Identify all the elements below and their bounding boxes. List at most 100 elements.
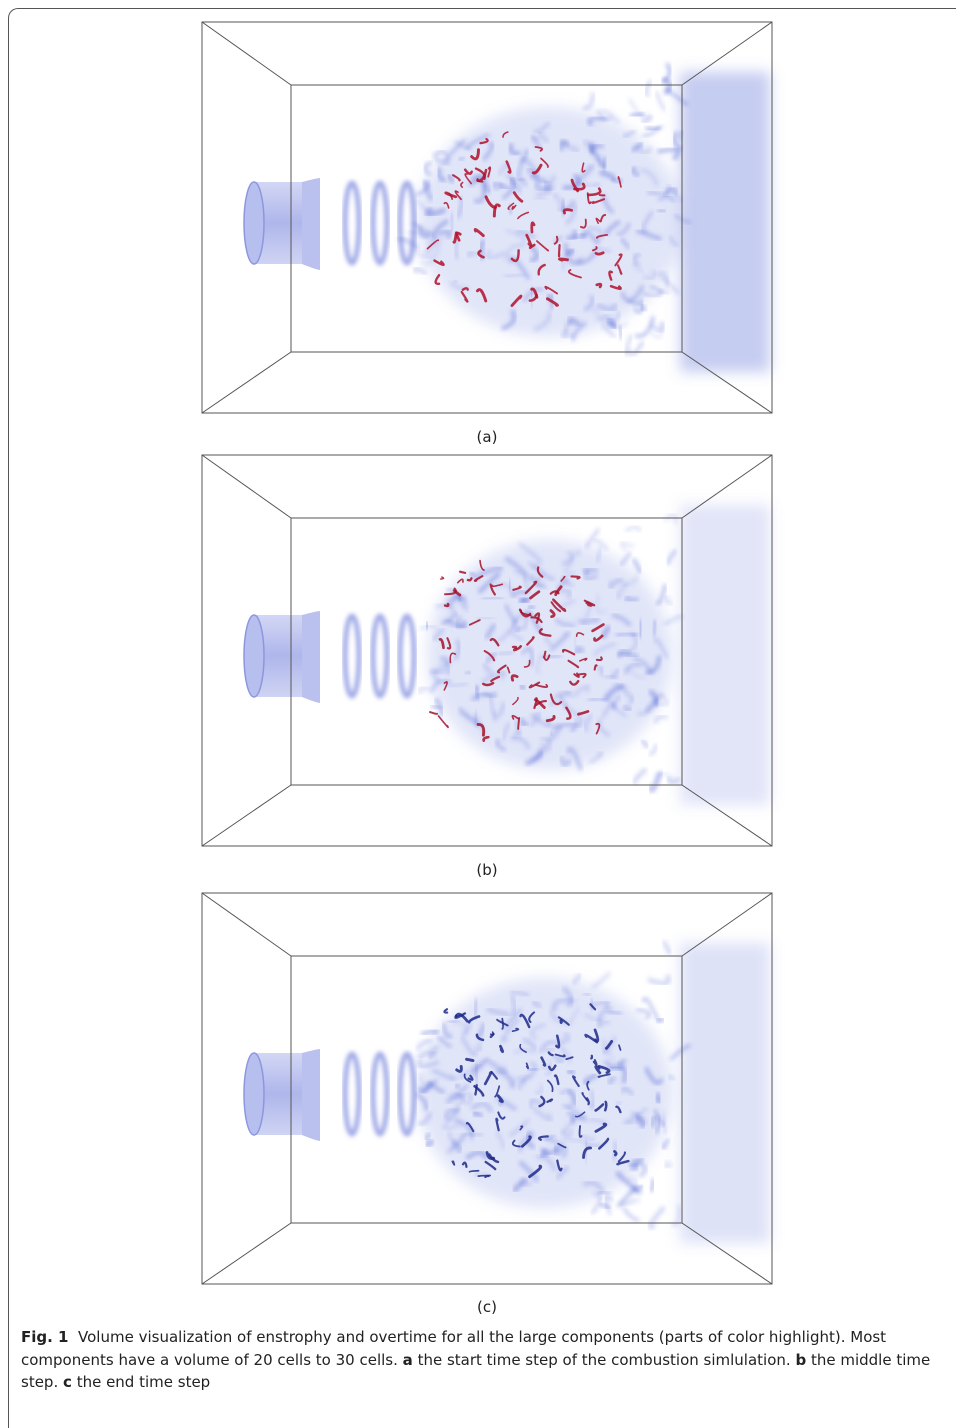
vortex-wisp xyxy=(425,163,431,175)
vortex-wisp xyxy=(575,636,576,647)
inlet-flare xyxy=(302,1049,320,1141)
box-edge xyxy=(202,455,291,518)
inlet-end xyxy=(244,1053,264,1135)
highlight-component xyxy=(478,1175,490,1176)
vortex-wisp xyxy=(624,1207,640,1220)
vortex-wisp xyxy=(568,1071,574,1074)
box-edge xyxy=(202,352,291,413)
panel-label: (b) xyxy=(457,861,517,879)
vortex-ring xyxy=(373,1054,387,1134)
vortex-ring xyxy=(400,616,414,696)
vortex-wisp xyxy=(650,1179,653,1192)
vortex-ring xyxy=(373,183,387,263)
vortex-wisp xyxy=(534,198,547,199)
volume-panel xyxy=(202,893,772,1284)
vortex-wisp xyxy=(482,597,503,598)
vortex-wisp xyxy=(663,941,669,953)
vortex-wisp xyxy=(657,210,664,212)
vortex-wisp xyxy=(669,1074,674,1079)
vortex-wisp xyxy=(672,1205,680,1225)
highlight-component xyxy=(467,1059,473,1060)
vortex-wisp xyxy=(630,113,643,116)
vortex-wisp xyxy=(509,579,510,589)
vortex-wisp xyxy=(656,1093,659,1102)
highlight-component xyxy=(444,1009,447,1012)
panel-label: (c) xyxy=(457,1298,517,1316)
vortex-wisp xyxy=(592,973,610,988)
vortex-wisp xyxy=(662,63,669,82)
vortex-wisp xyxy=(640,620,641,638)
highlight-component xyxy=(559,259,567,260)
vortex-wisp xyxy=(427,1140,433,1145)
box-edge xyxy=(202,893,291,956)
vortex-wisp xyxy=(420,688,429,694)
vortex-wisp xyxy=(665,515,676,523)
vortex-wisp xyxy=(635,316,653,336)
vortex-wisp xyxy=(657,93,665,111)
vortex-wisp xyxy=(606,1196,613,1215)
vortex-wisp xyxy=(650,744,656,755)
vortex-wisp xyxy=(646,80,651,95)
caption-key: b xyxy=(795,1351,806,1369)
caption-item: the start time step of the combustion si… xyxy=(418,1351,791,1369)
inlet-end xyxy=(244,182,264,264)
vortex-wisp xyxy=(415,268,426,273)
box-edge xyxy=(202,1223,291,1284)
vortex-wisp xyxy=(619,326,621,339)
page: (a) (b) (c) Fig. 1 Volume visualization … xyxy=(0,0,956,1417)
vortex-wisp xyxy=(621,543,634,550)
highlight-component xyxy=(559,245,560,256)
inlet-flare xyxy=(302,611,320,703)
highlight-component xyxy=(441,577,444,579)
inlet-end xyxy=(244,615,264,697)
vortex-wisp xyxy=(437,151,447,155)
vortex-wisp xyxy=(657,584,665,603)
volume-panel xyxy=(202,22,772,413)
volume-panel xyxy=(202,455,772,846)
vortex-wisp xyxy=(642,741,648,748)
panel-label: (a) xyxy=(457,428,517,446)
vortex-wisp xyxy=(421,1031,437,1035)
vortex-wisp xyxy=(529,606,535,609)
highlight-component xyxy=(518,718,519,729)
vortex-wisp xyxy=(475,711,477,725)
vortex-wisp xyxy=(648,975,668,983)
vortex-wisp xyxy=(479,618,495,619)
vortex-wisp xyxy=(664,616,682,625)
highlight-component xyxy=(615,1151,617,1155)
vortex-wisp xyxy=(668,550,676,564)
vortex-wisp xyxy=(633,559,640,572)
vortex-wisp xyxy=(642,305,647,310)
highlight-component xyxy=(596,253,603,254)
caption-label: Fig. 1 xyxy=(21,1328,68,1346)
vortex-ring xyxy=(345,616,359,696)
vortex-wisp xyxy=(666,597,672,604)
vortex-wisp xyxy=(583,994,590,996)
highlight-component xyxy=(591,1056,592,1059)
box-edge xyxy=(202,22,291,85)
vortex-wisp xyxy=(603,157,606,169)
caption-item: the end time step xyxy=(77,1373,211,1391)
vortex-wisp xyxy=(655,716,667,723)
vortex-wisp xyxy=(520,686,524,689)
caption-key: a xyxy=(403,1351,413,1369)
vortex-wisp xyxy=(669,777,680,782)
cloud-haze xyxy=(417,978,672,1208)
vortex-wisp xyxy=(604,676,616,679)
back-wall xyxy=(680,505,770,805)
vortex-wisp xyxy=(653,622,655,637)
highlight-component xyxy=(561,1021,562,1023)
highlight-component xyxy=(605,1102,606,1110)
vortex-wisp xyxy=(448,1020,458,1022)
highlight-component xyxy=(475,1085,476,1094)
highlight-component xyxy=(463,288,468,289)
vortex-wisp xyxy=(657,150,678,160)
vortex-wisp xyxy=(666,1160,673,1167)
vortex-wisp xyxy=(663,1139,669,1148)
vortex-wisp xyxy=(576,646,584,652)
vortex-wisp xyxy=(475,999,477,1019)
figure-caption: Fig. 1 Volume visualization of enstrophy… xyxy=(21,1326,946,1394)
highlight-component xyxy=(500,1046,502,1051)
vortex-ring xyxy=(345,183,359,263)
figure-art xyxy=(0,0,956,1417)
